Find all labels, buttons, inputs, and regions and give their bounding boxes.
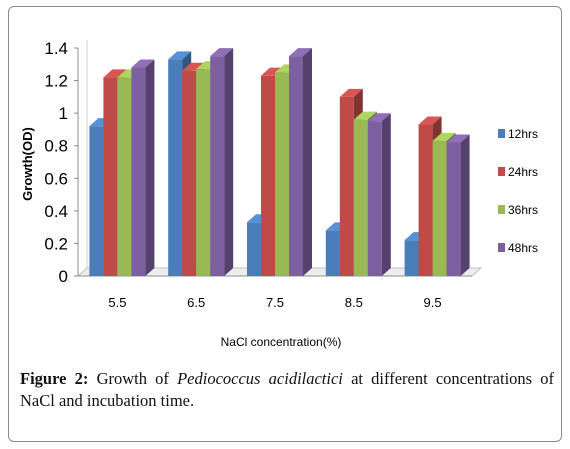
bar-top xyxy=(168,51,192,60)
bar-front xyxy=(325,230,340,276)
x-tick-label: 9.5 xyxy=(424,295,442,310)
bar-front xyxy=(89,126,104,277)
x-tick-label: 5.5 xyxy=(108,295,126,310)
bar-top xyxy=(339,88,363,97)
y-axis-title: Growth(OD) xyxy=(20,127,35,201)
bar-front xyxy=(432,140,447,276)
bar-top xyxy=(446,134,470,143)
bar-top xyxy=(131,59,155,68)
legend-label: 24hrs xyxy=(508,165,538,179)
bar-top xyxy=(353,111,377,120)
x-tick-label: 7.5 xyxy=(266,295,284,310)
caption-species: Pediococcus acidilactici xyxy=(177,369,343,388)
caption-text-after: at different concentrations of NaCl and … xyxy=(20,369,555,410)
bar-front xyxy=(131,67,146,276)
y-tick-label: 1 xyxy=(59,104,68,123)
bar-48hrs-8.5 xyxy=(367,113,391,277)
chart-labels: 0 0.2 0.4 0.6 0.8 1 1.2 1.4 Growth(OD) 5.5 6.5 7.5 8… xyxy=(20,39,442,349)
bar-48hrs-6.5 xyxy=(210,48,234,277)
bar-front xyxy=(404,240,419,276)
bar-top xyxy=(182,62,206,71)
bar-front xyxy=(289,56,303,277)
legend-label: 12hrs xyxy=(508,127,538,141)
chart-bars xyxy=(89,48,470,277)
y-tick-label: 0 xyxy=(59,267,68,286)
legend-label: 48hrs xyxy=(508,241,538,255)
bar-side xyxy=(224,48,234,277)
bar-front xyxy=(182,70,197,276)
bar-front xyxy=(446,142,461,276)
bar-side xyxy=(460,134,470,276)
bar-front xyxy=(117,77,132,276)
bar-side xyxy=(381,113,391,277)
bar-chart: 0 0.2 0.4 0.6 0.8 1 1.2 1.4 Growth(OD) 5.5 6.5 7.5 8… xyxy=(20,39,538,349)
bar-48hrs-5.5 xyxy=(131,59,155,276)
bar-front xyxy=(261,75,275,276)
legend-swatch xyxy=(498,243,505,252)
y-tick-label: 1.2 xyxy=(44,72,68,91)
bar-front xyxy=(418,124,433,277)
figure-frame xyxy=(8,6,562,442)
legend-label: 36hrs xyxy=(508,203,538,217)
y-tick-label: 1.4 xyxy=(44,39,68,58)
bar-front xyxy=(196,69,211,276)
bar-side xyxy=(303,48,312,277)
figure-caption: Figure 2: Growth of Pediococcus acidilac… xyxy=(20,368,554,412)
y-tick-label: 0.6 xyxy=(44,169,68,188)
bar-top xyxy=(432,132,456,141)
bar-front xyxy=(353,119,368,277)
bar-48hrs-9.5 xyxy=(446,134,470,276)
bar-front xyxy=(247,222,261,276)
bar-top xyxy=(210,48,234,57)
x-tick-label: 6.5 xyxy=(187,295,205,310)
bar-48hrs-7.5 xyxy=(289,48,312,277)
y-tick-label: 0.8 xyxy=(44,137,68,156)
legend-swatch xyxy=(498,167,505,176)
bar-front xyxy=(210,56,225,277)
y-tick-label: 0.2 xyxy=(44,234,68,253)
bar-top xyxy=(289,48,312,57)
chart-legend: 12hrs 24hrs 36hrs 48hrs xyxy=(498,127,538,255)
legend-swatch xyxy=(498,205,505,214)
bar-front xyxy=(367,121,382,277)
x-tick-label: 8.5 xyxy=(345,295,363,310)
x-axis-title: NaCl concentration(%) xyxy=(221,335,342,349)
bar-side xyxy=(145,59,155,276)
caption-label: Figure 2: xyxy=(20,369,89,388)
y-tick-label: 0.4 xyxy=(44,202,68,221)
caption-text-before: Growth of xyxy=(96,369,169,388)
bar-front xyxy=(339,96,354,276)
bar-front xyxy=(275,72,289,276)
legend-swatch xyxy=(498,129,505,138)
bar-front xyxy=(168,59,183,277)
bar-front xyxy=(103,77,118,276)
bar-top xyxy=(418,116,442,125)
bar-top xyxy=(367,113,391,122)
bar-top xyxy=(103,69,127,78)
